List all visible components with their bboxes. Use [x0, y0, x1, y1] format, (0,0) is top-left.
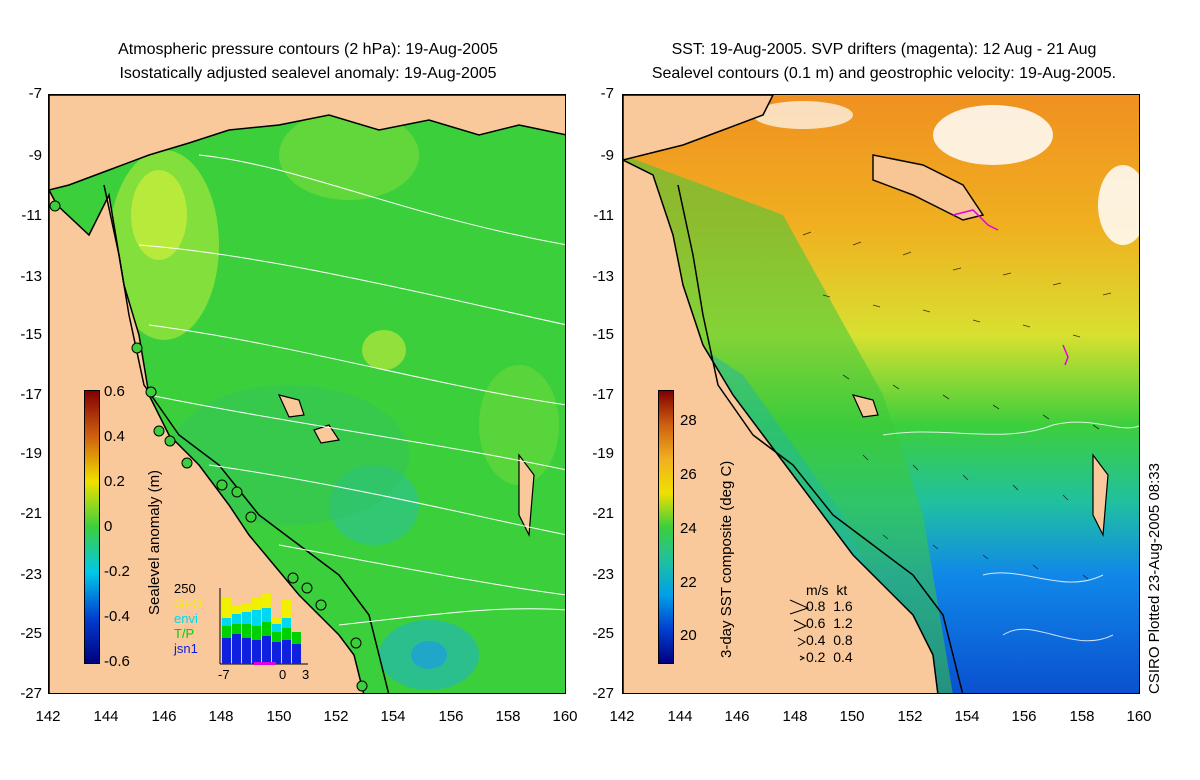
left-xlabel-2: 146: [151, 708, 177, 725]
sst-tick-1: 26: [680, 466, 697, 483]
sealevel-colorbar-label: Sealevel anomaly (m): [146, 469, 163, 615]
left-xlabel-0: 142: [35, 708, 61, 725]
right-xlabel-1: 144: [667, 708, 693, 725]
sealevel-tick-5: -0.4: [104, 608, 130, 625]
inset-xtick-2: 3: [302, 667, 310, 682]
right-ylabel-4: -15: [592, 326, 614, 343]
right-xlabel-0: 142: [609, 708, 635, 725]
inset-legend-gfo: GFO: [174, 596, 203, 611]
left-ylabel-4: -15: [20, 326, 42, 343]
inset-ymax-label: 250: [174, 581, 196, 596]
right-xlabel-9: 160: [1126, 708, 1152, 725]
sealevel-map-svg: [49, 95, 565, 693]
sealevel-tick-0: 0.6: [104, 383, 125, 400]
left-ylabel-2: -11: [21, 207, 42, 224]
inset-xtick-0: -7: [218, 667, 230, 682]
right-ylabel-8: -23: [592, 566, 614, 583]
right-ylabel-5: -17: [592, 386, 614, 403]
sealevel-tick-4: -0.2: [104, 563, 130, 580]
left-ylabel-0: -7: [28, 85, 42, 102]
sealevel-colorbar: [84, 390, 100, 664]
sealevel-tick-3: 0: [104, 518, 113, 535]
inset-legend-envi: envi: [174, 611, 198, 626]
vector-legend-row-1: 0.6 1.2: [806, 615, 853, 631]
sst-tick-4: 20: [680, 627, 697, 644]
right-xlabel-3: 148: [782, 708, 808, 725]
right-xlabel-8: 158: [1069, 708, 1095, 725]
right-xlabel-6: 154: [954, 708, 980, 725]
left-xlabel-4: 150: [266, 708, 292, 725]
left-xlabel-7: 156: [438, 708, 464, 725]
right-ylabel-3: -13: [592, 268, 614, 285]
inset-legend-tp: T/P: [174, 626, 195, 641]
right-xlabel-7: 156: [1011, 708, 1037, 725]
left-title-line1: Atmospheric pressure contours (2 hPa): 1…: [118, 41, 498, 58]
left-title-line2: Isostatically adjusted sealevel anomaly:…: [119, 65, 497, 82]
inset-xtick-1: 0: [279, 667, 287, 682]
left-xlabel-1: 144: [93, 708, 119, 725]
left-ylabel-3: -13: [20, 268, 42, 285]
right-ylabel-10: -27: [592, 685, 614, 702]
sst-map: [622, 94, 1140, 694]
right-xlabel-5: 152: [897, 708, 923, 725]
vector-legend-row-0: 0.8 1.6: [806, 598, 853, 614]
right-ylabel-1: -9: [600, 147, 614, 164]
right-title-line1: SST: 19-Aug-2005. SVP drifters (magenta)…: [671, 41, 1097, 58]
right-ylabel-0: -7: [600, 85, 614, 102]
sst-map-svg: [623, 95, 1139, 693]
vector-legend-row-3: 0.2 0.4: [806, 649, 853, 665]
left-ylabel-8: -23: [20, 566, 42, 583]
sealevel-tick-1: 0.4: [104, 428, 125, 445]
left-ylabel-10: -27: [20, 685, 42, 702]
right-ylabel-2: -11: [593, 207, 614, 224]
sealevel-tick-6: -0.6: [104, 653, 130, 670]
left-xlabel-6: 154: [380, 708, 406, 725]
vector-legend-row-2: 0.4 0.8: [806, 632, 853, 648]
right-ylabel-7: -21: [592, 505, 614, 522]
sealevel-tick-2: 0.2: [104, 473, 125, 490]
right-xlabel-4: 150: [839, 708, 865, 725]
left-ylabel-9: -25: [20, 625, 42, 642]
sst-tick-0: 28: [680, 412, 697, 429]
sst-colorbar-label: 3-day SST composite (deg C): [718, 460, 735, 658]
sst-tick-3: 22: [680, 574, 697, 591]
left-xlabel-8: 158: [495, 708, 521, 725]
right-title-line2: Sealevel contours (0.1 m) and geostrophi…: [651, 65, 1117, 82]
right-ylabel-6: -19: [592, 445, 614, 462]
inset-legend-jsn1: jsn1: [174, 641, 198, 656]
left-ylabel-1: -9: [28, 147, 42, 164]
left-xlabel-9: 160: [552, 708, 578, 725]
sst-colorbar: [658, 390, 674, 664]
vector-legend-arrows: [789, 599, 810, 661]
left-xlabel-3: 148: [208, 708, 234, 725]
vector-legend-header: m/s kt: [806, 582, 848, 598]
sealevel-anomaly-map: [48, 94, 566, 694]
left-ylabel-5: -17: [20, 386, 42, 403]
right-xlabel-2: 146: [724, 708, 750, 725]
sst-tick-2: 24: [680, 520, 697, 537]
plot-credit: CSIRO Plotted 23-Aug-2005 08:33: [1146, 463, 1163, 694]
left-ylabel-6: -19: [20, 445, 42, 462]
left-xlabel-5: 152: [323, 708, 349, 725]
altimeter-inset-histogram: [219, 588, 308, 665]
right-ylabel-9: -25: [592, 625, 614, 642]
left-ylabel-7: -21: [20, 505, 42, 522]
